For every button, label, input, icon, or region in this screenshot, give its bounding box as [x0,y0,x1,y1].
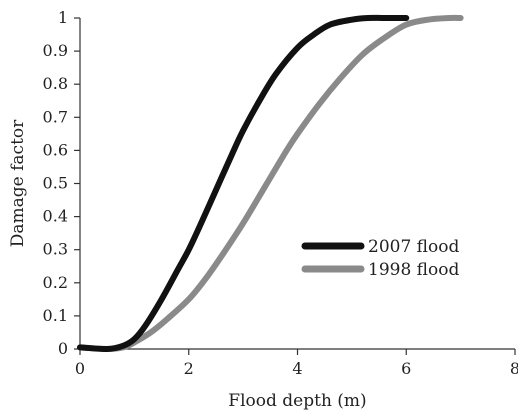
axes: 0 0.1 0.2 0.3 0.4 0.5 0.6 0.7 0.8 0.9 1 0 2 4 6 8 [43,8,518,378]
series-line-1998-flood [77,14,464,352]
y-tick-label: 0.3 [43,240,68,259]
y-tick-label: 0.8 [43,74,68,93]
y-tick-label: 0.1 [43,306,68,325]
y-tick-label: 0.5 [43,174,68,193]
legend: 2007 flood 1998 flood [301,237,459,280]
x-tick-label: 4 [292,359,302,378]
y-tick-label: 0.9 [43,41,68,60]
legend-label: 2007 flood [368,237,459,257]
series-layer [77,14,464,353]
y-tick-label: 0.6 [43,140,68,159]
x-axis-title: Flood depth (m) [228,391,366,411]
y-axis-title: Damage factor [8,119,28,247]
x-tick-label: 6 [401,359,411,378]
x-tick-label: 2 [184,359,194,378]
y-tick-label: 0.7 [43,107,68,126]
legend-label: 1998 flood [368,260,459,280]
x-tick-label: 8 [510,359,518,378]
x-tick-label: 0 [75,359,85,378]
series-line-2007-flood [77,14,410,353]
y-tick-label: 0.2 [43,273,68,292]
y-tick-label: 1 [58,8,68,27]
y-tick-label: 0 [58,339,68,358]
y-tick-label: 0.4 [43,207,68,226]
